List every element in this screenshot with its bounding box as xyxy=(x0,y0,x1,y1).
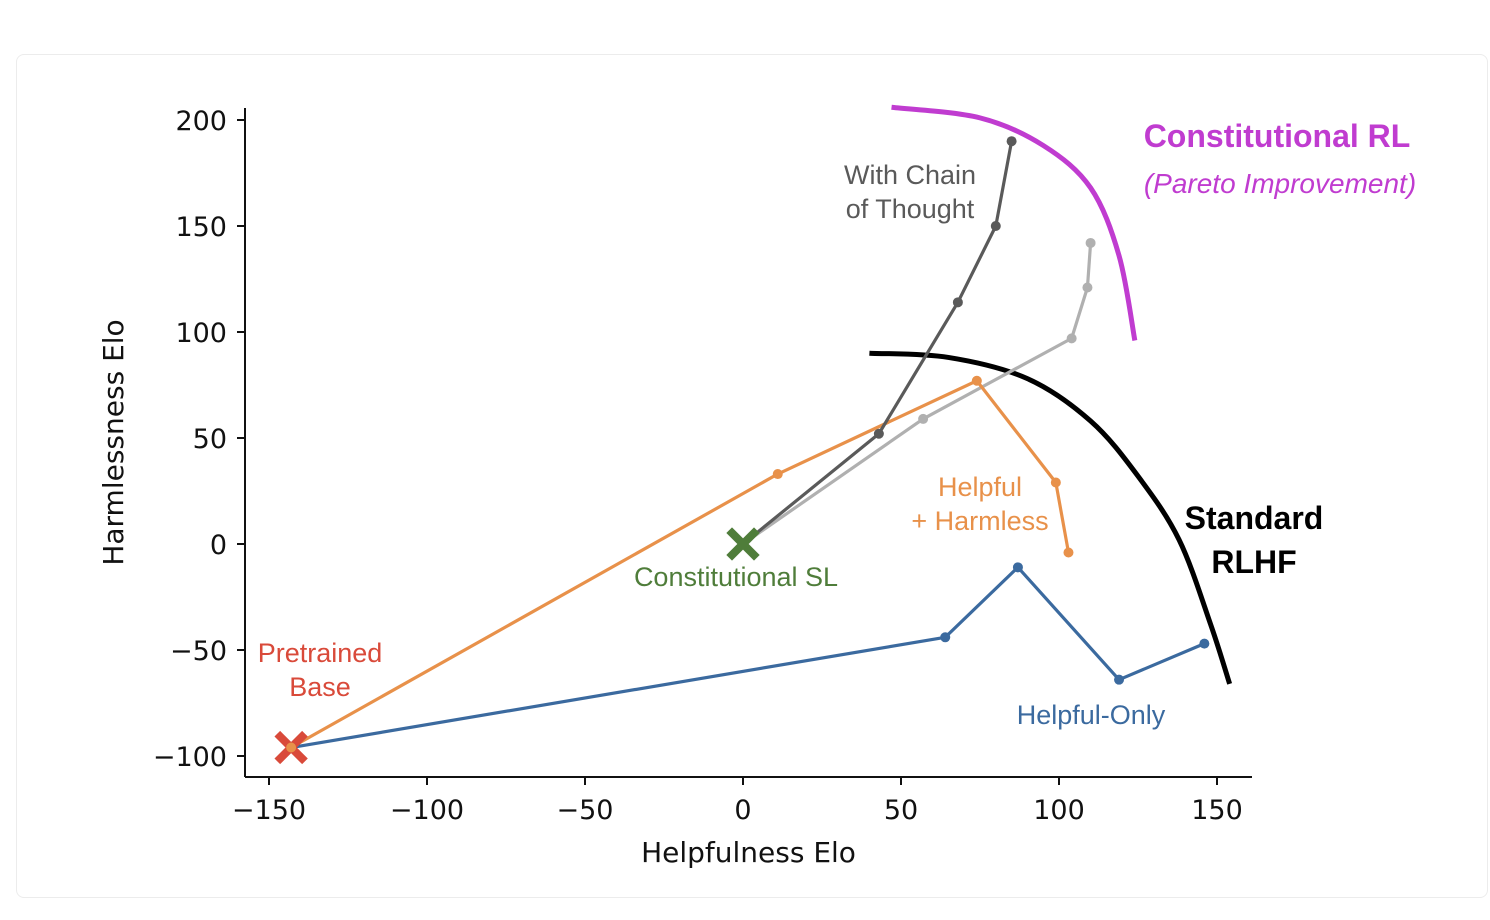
helpful-only-point xyxy=(940,632,951,643)
helpful-harmless-point xyxy=(971,375,982,386)
x-tick-label: −100 xyxy=(390,795,464,826)
helpful-only-point xyxy=(1199,638,1210,649)
y-tick-label: 200 xyxy=(175,106,227,137)
constitutional-sl-marker xyxy=(726,527,760,561)
rlhf-frontier-curve xyxy=(869,350,1233,685)
helpful-only-point xyxy=(1012,562,1023,573)
constitutional-rl-gray-point xyxy=(918,413,929,424)
x-tick-label: −150 xyxy=(232,795,306,826)
chain-of-thought-point xyxy=(873,428,884,439)
x-tick-label: 100 xyxy=(1033,795,1085,826)
frontier-curves xyxy=(869,104,1233,685)
marker-stroke xyxy=(726,527,760,561)
y-axis-title: Harmlessness Elo xyxy=(97,319,130,565)
rlhf-label-line1: Standard xyxy=(1185,500,1324,536)
crl-subtitle: (Pareto Improvement) xyxy=(1144,168,1416,199)
crl-title: Constitutional RL xyxy=(1144,118,1411,154)
chain-of-thought-point xyxy=(1006,136,1017,147)
base-label-line1: Pretrained xyxy=(258,638,383,668)
y-tick-label: 150 xyxy=(175,212,227,243)
y-tick-label: 0 xyxy=(210,530,227,561)
start-markers xyxy=(274,527,760,765)
constitutional-rl-gray-point xyxy=(1085,237,1096,248)
y-tick-label: 100 xyxy=(175,318,227,349)
y-tick-label: 50 xyxy=(193,424,227,455)
axes: −150 −100 −50 0 50 100 150−100−50050100150200H… xyxy=(97,106,1252,869)
base-overlap-point xyxy=(286,742,297,753)
constitutional-rl-gray-line xyxy=(742,242,1093,546)
x-axis-title: Helpfulness Elo xyxy=(641,836,856,869)
cot-label-line1: With Chain xyxy=(844,160,976,190)
rlhf-label-line2: RLHF xyxy=(1211,544,1296,580)
helpful-harmless-point xyxy=(772,469,783,480)
helpful-harmless-point xyxy=(1063,547,1074,558)
y-tick-label: −50 xyxy=(170,636,227,667)
cot-label-line2: of Thought xyxy=(846,194,975,224)
constitutional-rl-gray-point xyxy=(1066,333,1077,344)
x-tick-label: 150 xyxy=(1191,795,1243,826)
chain-of-thought-point xyxy=(952,297,963,308)
helpful-only-point xyxy=(1114,674,1125,685)
constitutional-rl-gray-point xyxy=(1082,282,1093,293)
helpful-harmless-point xyxy=(1050,477,1061,488)
base-label-line2: Base xyxy=(289,672,351,702)
x-tick-label: −50 xyxy=(557,795,614,826)
series-lines xyxy=(290,136,1210,750)
csl-label: Constitutional SL xyxy=(634,562,838,592)
y-tick-label: −100 xyxy=(153,742,227,773)
x-tick-label: 50 xyxy=(884,795,918,826)
hh-label-line1: Helpful xyxy=(938,472,1022,502)
helpful-only-label: Helpful-Only xyxy=(1017,700,1166,730)
x-tick-label: 0 xyxy=(734,795,751,826)
hh-label-line2: + Harmless xyxy=(911,506,1048,536)
constitutional-rl-frontier-curve xyxy=(891,104,1138,341)
figure-card xyxy=(16,54,1488,898)
chain-of-thought-point xyxy=(990,221,1001,231)
